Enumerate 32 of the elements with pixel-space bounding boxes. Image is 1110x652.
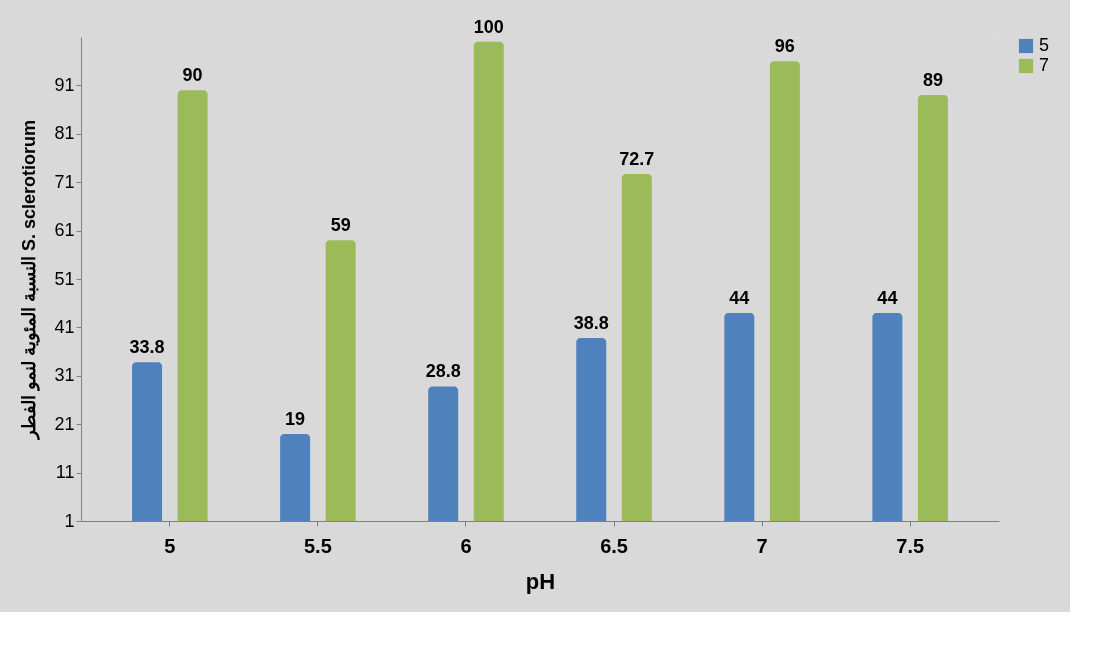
x-axis-title: pH — [525, 568, 556, 594]
data-label: 96 — [774, 36, 795, 57]
data-label: 33.8 — [129, 337, 165, 358]
data-label: 59 — [330, 215, 351, 236]
y-tick-label: 41 — [54, 316, 75, 337]
y-tick-label: 91 — [54, 74, 75, 95]
y-tick-label: 71 — [54, 171, 75, 192]
legend-label: 5 — [1039, 35, 1050, 55]
x-tick-label: 6.5 — [600, 534, 628, 557]
data-label: 72.7 — [619, 148, 655, 169]
y-tick-label: 1 — [64, 510, 75, 531]
data-label: 44 — [877, 287, 898, 308]
y-tick-label: 51 — [54, 268, 75, 289]
x-tick-label: 6 — [460, 534, 472, 557]
x-tick-label: 7.5 — [896, 534, 925, 557]
data-label: 90 — [182, 65, 203, 86]
data-label: 44 — [729, 287, 750, 308]
x-tick-label: 7 — [756, 534, 768, 557]
data-label: 19 — [285, 408, 306, 429]
x-tick-label: 5 — [164, 534, 176, 557]
y-tick-label: 31 — [54, 365, 75, 386]
x-tick-label: 5.5 — [304, 534, 332, 557]
y-axis-title: النسبة المئوية لنمو الفطر S. sclerotiorum — [19, 119, 41, 442]
y-tick-label: 21 — [54, 413, 75, 434]
data-label: 89 — [922, 70, 943, 91]
y-tick-label: 61 — [54, 220, 75, 241]
data-label: 28.8 — [425, 361, 461, 382]
legend-label: 7 — [1039, 55, 1050, 75]
data-label: 100 — [473, 16, 504, 37]
data-label: 38.8 — [573, 313, 609, 334]
y-tick-label: 11 — [55, 462, 75, 483]
y-tick-label: 81 — [54, 123, 75, 144]
